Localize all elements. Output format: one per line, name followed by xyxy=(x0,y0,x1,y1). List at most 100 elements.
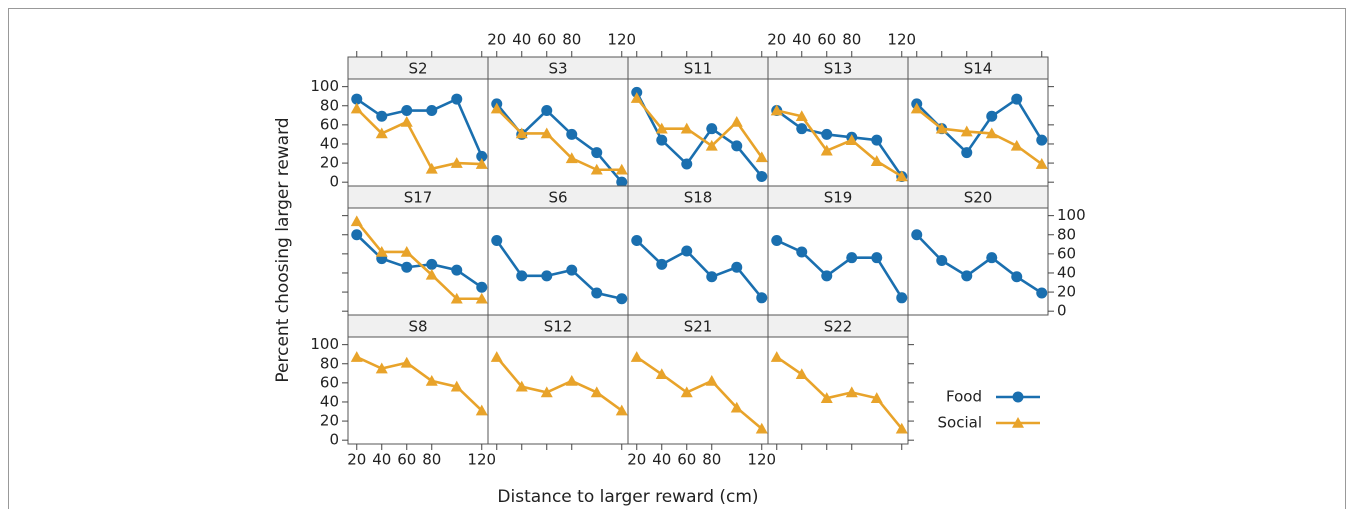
panel xyxy=(487,207,629,316)
panel-title: S12 xyxy=(544,318,573,336)
social-point xyxy=(515,380,528,392)
panel xyxy=(487,78,629,187)
social-point xyxy=(450,380,463,392)
food-point xyxy=(871,252,883,264)
y-tick-label: 40 xyxy=(320,392,339,410)
food-point xyxy=(771,234,783,246)
y-tick-label: 80 xyxy=(320,96,339,114)
food-point xyxy=(961,270,973,282)
panel xyxy=(767,78,909,187)
social-point xyxy=(1035,158,1048,169)
food-point xyxy=(541,270,553,282)
social-point xyxy=(755,422,768,434)
food-point xyxy=(656,258,668,270)
social-point xyxy=(400,356,413,368)
food-point xyxy=(911,229,923,241)
food-point xyxy=(616,293,628,305)
food-point xyxy=(591,287,603,299)
food-point xyxy=(986,252,998,264)
social-point xyxy=(375,362,388,374)
food-point xyxy=(821,128,833,140)
food-point xyxy=(756,170,768,182)
panel-title: S17 xyxy=(404,189,433,207)
social-point xyxy=(350,351,363,362)
food-point xyxy=(476,150,488,162)
x-tick-label: 80 xyxy=(702,451,721,469)
social-point xyxy=(655,368,668,380)
panel-title: S19 xyxy=(824,189,853,207)
social-point xyxy=(400,245,413,257)
y-tick-label: 40 xyxy=(1057,263,1076,281)
x-tick-label: 20 xyxy=(767,31,786,49)
y-tick-label: 20 xyxy=(1057,283,1076,301)
food-point xyxy=(476,281,488,293)
social-point xyxy=(425,162,438,174)
x-tick-label: 60 xyxy=(817,31,836,49)
x-tick-label: 120 xyxy=(747,451,776,469)
food-point xyxy=(516,270,528,282)
food-point xyxy=(731,140,743,152)
x-tick-label: 20 xyxy=(347,451,366,469)
social-point xyxy=(680,122,693,134)
panel xyxy=(767,207,909,316)
social-point xyxy=(565,374,578,386)
panel-title: S11 xyxy=(684,60,713,78)
y-tick-label: 60 xyxy=(320,373,339,391)
panel-title: S6 xyxy=(548,189,567,207)
social-point xyxy=(820,392,833,403)
food-point xyxy=(401,261,413,273)
panel xyxy=(347,336,489,445)
x-tick-label: 40 xyxy=(372,451,391,469)
food-point xyxy=(756,292,768,304)
panel-title: S3 xyxy=(548,60,567,78)
social-point xyxy=(615,404,628,416)
panel-title: S14 xyxy=(964,60,993,78)
legend-marker xyxy=(1012,391,1024,403)
social-point xyxy=(475,158,488,169)
food-point xyxy=(616,176,628,188)
social-point xyxy=(705,139,718,151)
social-point xyxy=(680,386,693,398)
food-point xyxy=(451,264,463,276)
social-point xyxy=(870,155,883,166)
panel xyxy=(767,336,909,445)
food-point xyxy=(376,110,388,122)
food-point xyxy=(896,292,908,304)
frame xyxy=(8,8,1346,509)
food-point xyxy=(961,147,973,159)
panel-title: S2 xyxy=(408,60,427,78)
social-point xyxy=(705,374,718,386)
food-point xyxy=(351,229,363,241)
x-tick-label: 60 xyxy=(677,451,696,469)
x-tick-label: 60 xyxy=(537,31,556,49)
social-point xyxy=(400,115,413,127)
social-point xyxy=(515,127,528,139)
social-point xyxy=(350,102,363,114)
y-tick-label: 80 xyxy=(320,354,339,372)
panel-title: S20 xyxy=(964,189,993,207)
series-line xyxy=(495,107,622,172)
social-point xyxy=(475,404,488,416)
panel xyxy=(487,336,629,445)
food-point xyxy=(1011,271,1023,283)
panel xyxy=(907,207,1049,316)
social-point xyxy=(910,102,923,114)
food-point xyxy=(681,245,693,257)
y-axis-label: Percent choosing larger reward xyxy=(273,117,293,382)
social-point xyxy=(490,102,503,114)
social-point xyxy=(615,163,628,175)
social-point xyxy=(540,127,553,139)
social-point xyxy=(820,144,833,156)
social-point xyxy=(375,127,388,139)
x-axis-label: Distance to larger reward (cm) xyxy=(497,487,758,507)
x-tick-label: 80 xyxy=(422,451,441,469)
y-tick-label: 20 xyxy=(320,154,339,172)
social-point xyxy=(895,422,908,434)
x-tick-label: 80 xyxy=(562,31,581,49)
legend-label: Social xyxy=(938,414,982,432)
food-point xyxy=(566,264,578,276)
food-point xyxy=(871,134,883,146)
food-point xyxy=(796,246,808,258)
social-point xyxy=(475,292,488,304)
